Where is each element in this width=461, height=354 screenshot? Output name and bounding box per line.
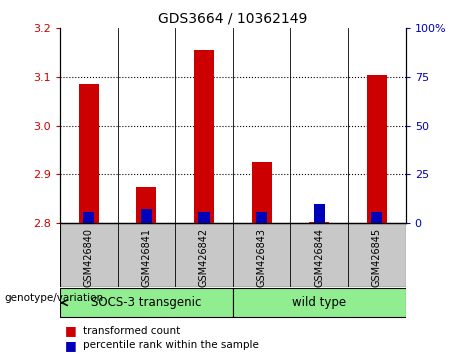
Text: GSM426842: GSM426842 bbox=[199, 228, 209, 287]
Bar bbox=[256, 212, 267, 223]
Bar bbox=[313, 204, 325, 223]
Bar bbox=[233, 288, 406, 317]
Text: genotype/variation: genotype/variation bbox=[5, 293, 104, 303]
Bar bbox=[194, 50, 214, 223]
Bar bbox=[60, 288, 233, 317]
Text: percentile rank within the sample: percentile rank within the sample bbox=[83, 340, 259, 350]
Text: SOCS-3 transgenic: SOCS-3 transgenic bbox=[91, 296, 201, 309]
Text: wild type: wild type bbox=[292, 296, 346, 309]
Bar bbox=[141, 210, 152, 223]
Text: ■: ■ bbox=[65, 339, 76, 352]
Title: GDS3664 / 10362149: GDS3664 / 10362149 bbox=[158, 12, 307, 26]
Bar bbox=[79, 84, 99, 223]
Bar bbox=[252, 162, 272, 223]
Text: transformed count: transformed count bbox=[83, 326, 180, 336]
Bar bbox=[367, 75, 387, 223]
Text: GSM426843: GSM426843 bbox=[257, 228, 266, 287]
Text: GSM426844: GSM426844 bbox=[314, 228, 324, 287]
Text: GSM426845: GSM426845 bbox=[372, 228, 382, 287]
Bar bbox=[371, 212, 383, 223]
Text: GSM426840: GSM426840 bbox=[84, 228, 94, 287]
Bar bbox=[136, 187, 156, 223]
Bar bbox=[198, 212, 210, 223]
Text: GSM426841: GSM426841 bbox=[142, 228, 151, 287]
Bar bbox=[309, 222, 329, 223]
Bar bbox=[83, 212, 95, 223]
Text: ■: ■ bbox=[65, 325, 76, 337]
